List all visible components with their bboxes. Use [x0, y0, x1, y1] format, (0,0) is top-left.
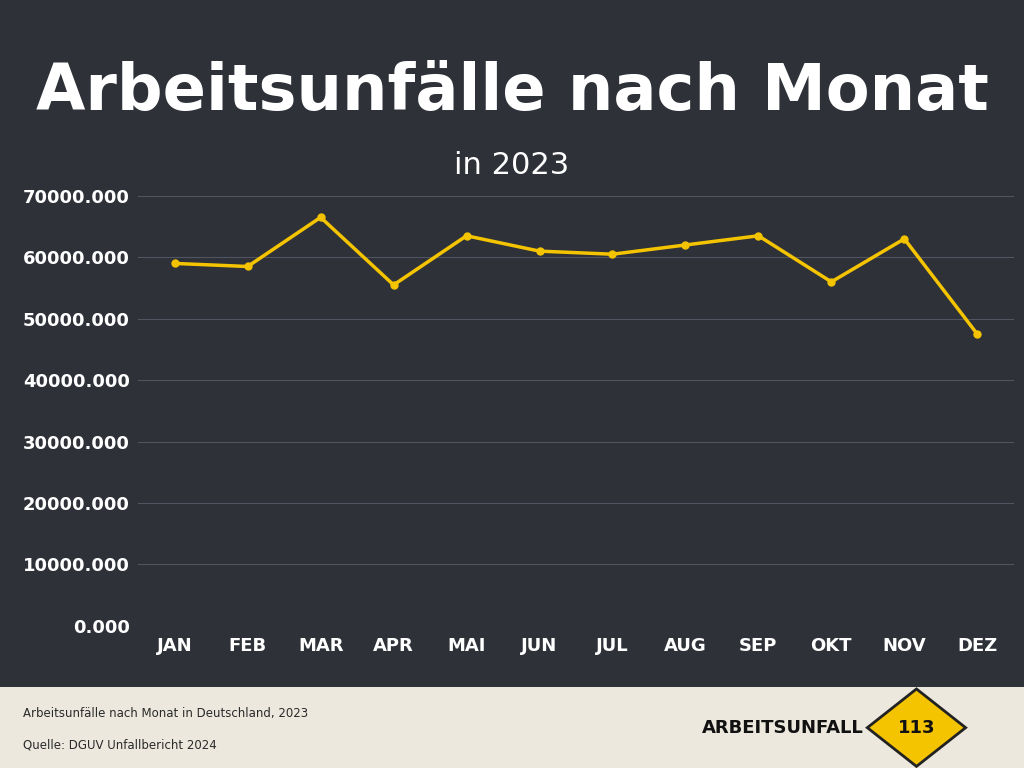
Text: Quelle: DGUV Unfallbericht 2024: Quelle: DGUV Unfallbericht 2024 [23, 739, 216, 752]
Text: Arbeitsunfälle nach Monat: Arbeitsunfälle nach Monat [36, 61, 988, 123]
Text: Arbeitsunfälle nach Monat in Deutschland, 2023: Arbeitsunfälle nach Monat in Deutschland… [23, 707, 307, 720]
Text: ARBEITSUNFALL: ARBEITSUNFALL [701, 719, 863, 737]
Polygon shape [867, 689, 966, 766]
Text: in 2023: in 2023 [455, 151, 569, 180]
Text: 113: 113 [898, 719, 935, 737]
